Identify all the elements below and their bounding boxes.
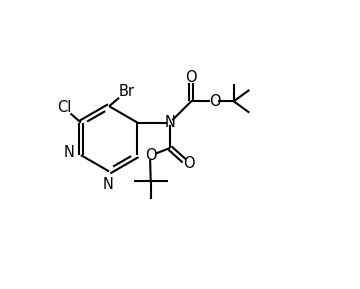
Text: O: O <box>145 148 157 163</box>
Text: N: N <box>102 177 113 192</box>
Text: O: O <box>209 94 221 109</box>
Text: Cl: Cl <box>57 100 71 115</box>
Text: O: O <box>184 155 195 171</box>
Text: N: N <box>64 145 75 160</box>
Text: O: O <box>185 70 197 85</box>
Text: Br: Br <box>119 84 135 99</box>
Text: N: N <box>165 115 175 130</box>
